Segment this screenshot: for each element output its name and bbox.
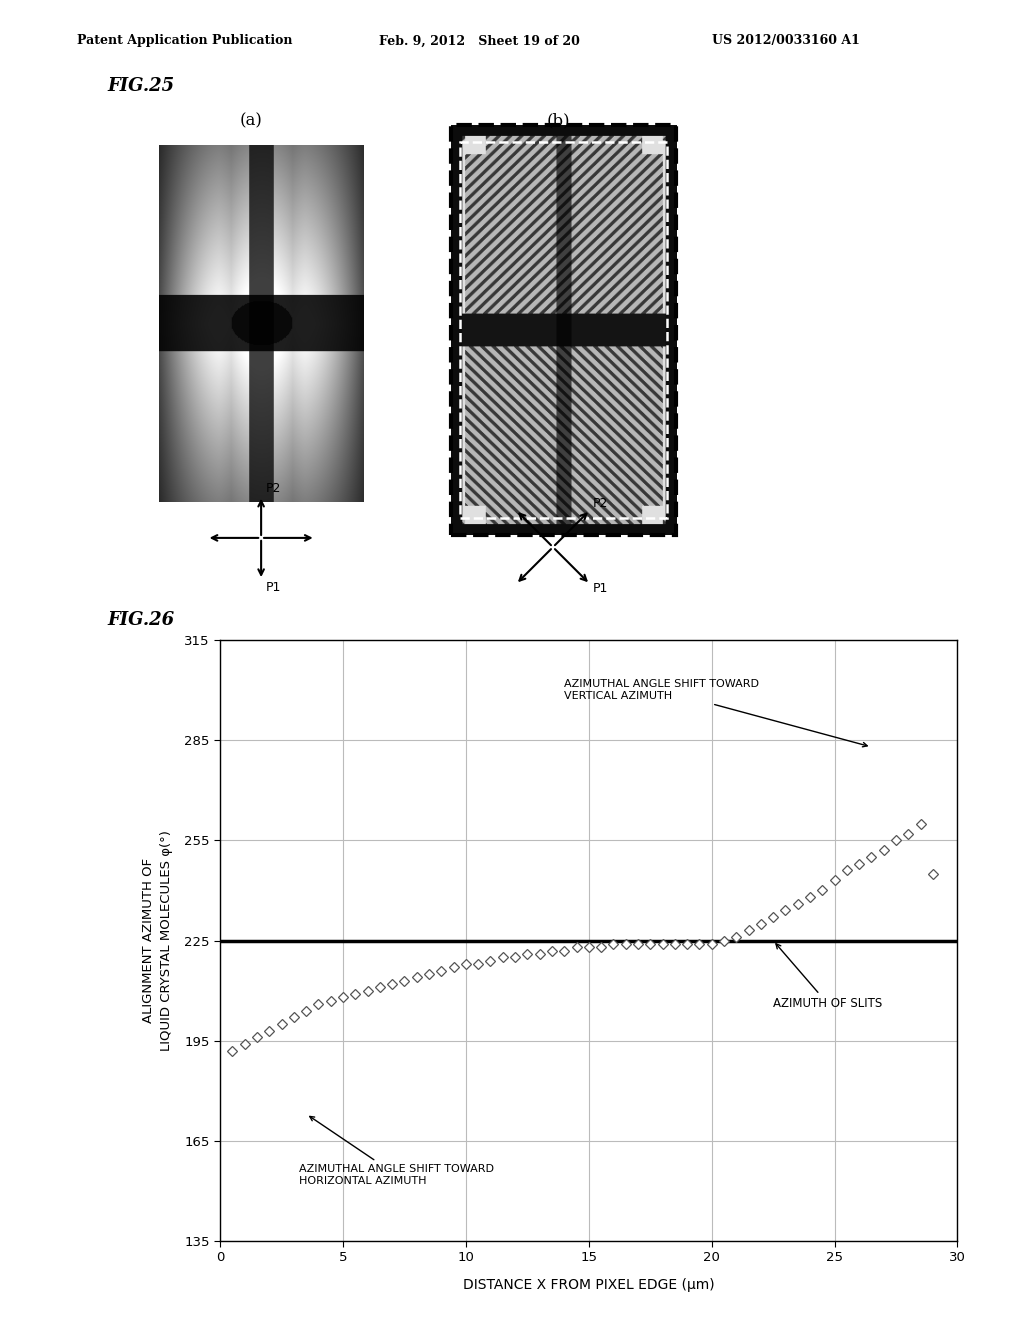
Text: P1: P1	[265, 581, 281, 594]
Bar	[451, 125, 676, 535]
Text: AZIMUTHAL ANGLE SHIFT TOWARD
VERTICAL AZIMUTH: AZIMUTHAL ANGLE SHIFT TOWARD VERTICAL AZ…	[564, 680, 867, 747]
Text: AZIMUTHAL ANGLE SHIFT TOWARD
HORIZONTAL AZIMUTH: AZIMUTHAL ANGLE SHIFT TOWARD HORIZONTAL …	[299, 1117, 494, 1185]
Text: (a): (a)	[240, 112, 262, 129]
Text: P2: P2	[265, 482, 281, 495]
Text: AZIMUTH OF SLITS: AZIMUTH OF SLITS	[773, 944, 883, 1010]
X-axis label: DISTANCE X FROM PIXEL EDGE (μm): DISTANCE X FROM PIXEL EDGE (μm)	[463, 1278, 715, 1292]
Text: FIG.25: FIG.25	[108, 77, 175, 95]
Text: Patent Application Publication: Patent Application Publication	[77, 34, 292, 48]
Bar	[460, 141, 667, 519]
Text: Feb. 9, 2012   Sheet 19 of 20: Feb. 9, 2012 Sheet 19 of 20	[379, 34, 580, 48]
Text: (b): (b)	[546, 112, 570, 129]
Text: US 2012/0033160 A1: US 2012/0033160 A1	[712, 34, 859, 48]
Y-axis label: ALIGNMENT AZIMUTH OF
LIQUID CRYSTAL MOLECULES φ(°): ALIGNMENT AZIMUTH OF LIQUID CRYSTAL MOLE…	[142, 830, 173, 1051]
Text: FIG.26: FIG.26	[108, 611, 175, 630]
Text: P1: P1	[593, 582, 608, 595]
Text: P2: P2	[593, 498, 608, 510]
